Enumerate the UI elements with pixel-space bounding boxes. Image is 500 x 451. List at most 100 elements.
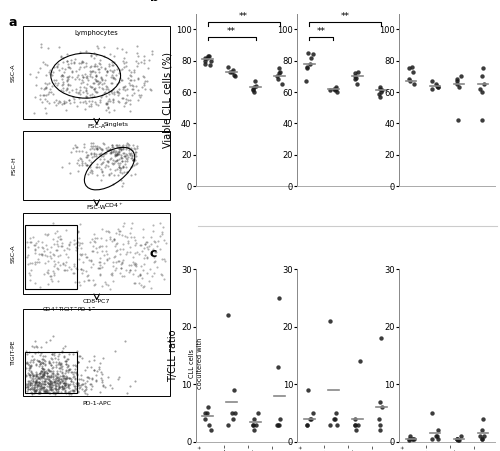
Point [376, 85, 384, 92]
Point [32, 382, 40, 389]
Point [453, 436, 461, 443]
Point [54, 352, 62, 359]
Text: FSC-A: FSC-A [88, 124, 106, 129]
Point [47, 276, 55, 283]
Point [58, 348, 66, 355]
Point [151, 238, 159, 245]
Point [204, 404, 212, 411]
Point [39, 359, 47, 366]
Point [32, 372, 40, 379]
Point [58, 259, 66, 267]
Point [81, 251, 89, 258]
Point [68, 265, 76, 272]
Point [106, 155, 114, 162]
Point [90, 247, 98, 254]
Point [88, 80, 96, 87]
Point [128, 156, 136, 164]
Point [118, 259, 126, 266]
Point [115, 258, 123, 265]
Point [98, 85, 106, 92]
Point [58, 53, 66, 60]
Point [72, 371, 80, 378]
Point [140, 74, 148, 81]
Point [106, 88, 114, 95]
Point [92, 238, 100, 245]
Point [58, 377, 66, 385]
Point [42, 241, 50, 249]
Point [40, 353, 48, 360]
Point [110, 157, 118, 165]
Point [22, 360, 30, 367]
Point [75, 59, 83, 66]
Text: CD4$^+$: CD4$^+$ [104, 201, 124, 210]
Point [330, 85, 338, 92]
Point [83, 272, 91, 280]
Point [90, 63, 98, 70]
Point [127, 154, 135, 161]
Point [112, 248, 120, 255]
Point [90, 79, 98, 87]
Point [111, 347, 119, 354]
Point [130, 155, 138, 162]
Point [32, 81, 40, 88]
Point [52, 355, 60, 362]
Point [58, 383, 66, 391]
Point [65, 366, 73, 373]
Point [40, 248, 48, 255]
Point [161, 258, 169, 265]
Point [48, 388, 56, 396]
Point [44, 379, 52, 387]
Point [116, 154, 124, 161]
Point [44, 373, 52, 380]
Point [126, 266, 134, 273]
Point [86, 103, 94, 110]
Point [90, 49, 98, 56]
Point [108, 142, 116, 149]
Point [70, 382, 78, 389]
Point [109, 149, 117, 156]
Point [478, 117, 486, 124]
Point [110, 254, 118, 261]
Point [107, 148, 115, 156]
Point [40, 86, 48, 93]
Point [68, 377, 76, 384]
Point [137, 92, 145, 99]
Point [34, 374, 42, 382]
Point [112, 71, 120, 78]
Point [26, 379, 34, 387]
Point [91, 75, 99, 83]
Point [143, 253, 151, 260]
Point [88, 150, 96, 157]
Point [66, 170, 74, 177]
Text: CD4$^+$TIGIT$^-$PD-1$^-$: CD4$^+$TIGIT$^-$PD-1$^-$ [42, 305, 96, 313]
Point [116, 166, 124, 173]
Point [56, 251, 64, 258]
Point [60, 69, 68, 76]
Point [116, 227, 124, 234]
Point [36, 373, 44, 380]
Point [250, 87, 258, 94]
Point [148, 86, 156, 93]
Point [131, 170, 139, 177]
Point [93, 88, 101, 95]
Point [110, 143, 118, 151]
Point [138, 226, 146, 233]
Point [112, 258, 120, 266]
Point [86, 69, 94, 76]
Point [140, 81, 147, 88]
Point [35, 385, 43, 392]
Point [26, 378, 34, 385]
Point [84, 103, 92, 110]
Point [104, 105, 112, 112]
Point [26, 371, 34, 378]
Point [93, 42, 101, 49]
Point [50, 257, 58, 264]
Point [84, 271, 92, 278]
Point [40, 369, 48, 376]
Point [105, 171, 113, 178]
Point [92, 76, 100, 83]
Point [81, 367, 89, 374]
Point [81, 160, 89, 167]
Point [138, 274, 145, 281]
Point [252, 421, 260, 428]
